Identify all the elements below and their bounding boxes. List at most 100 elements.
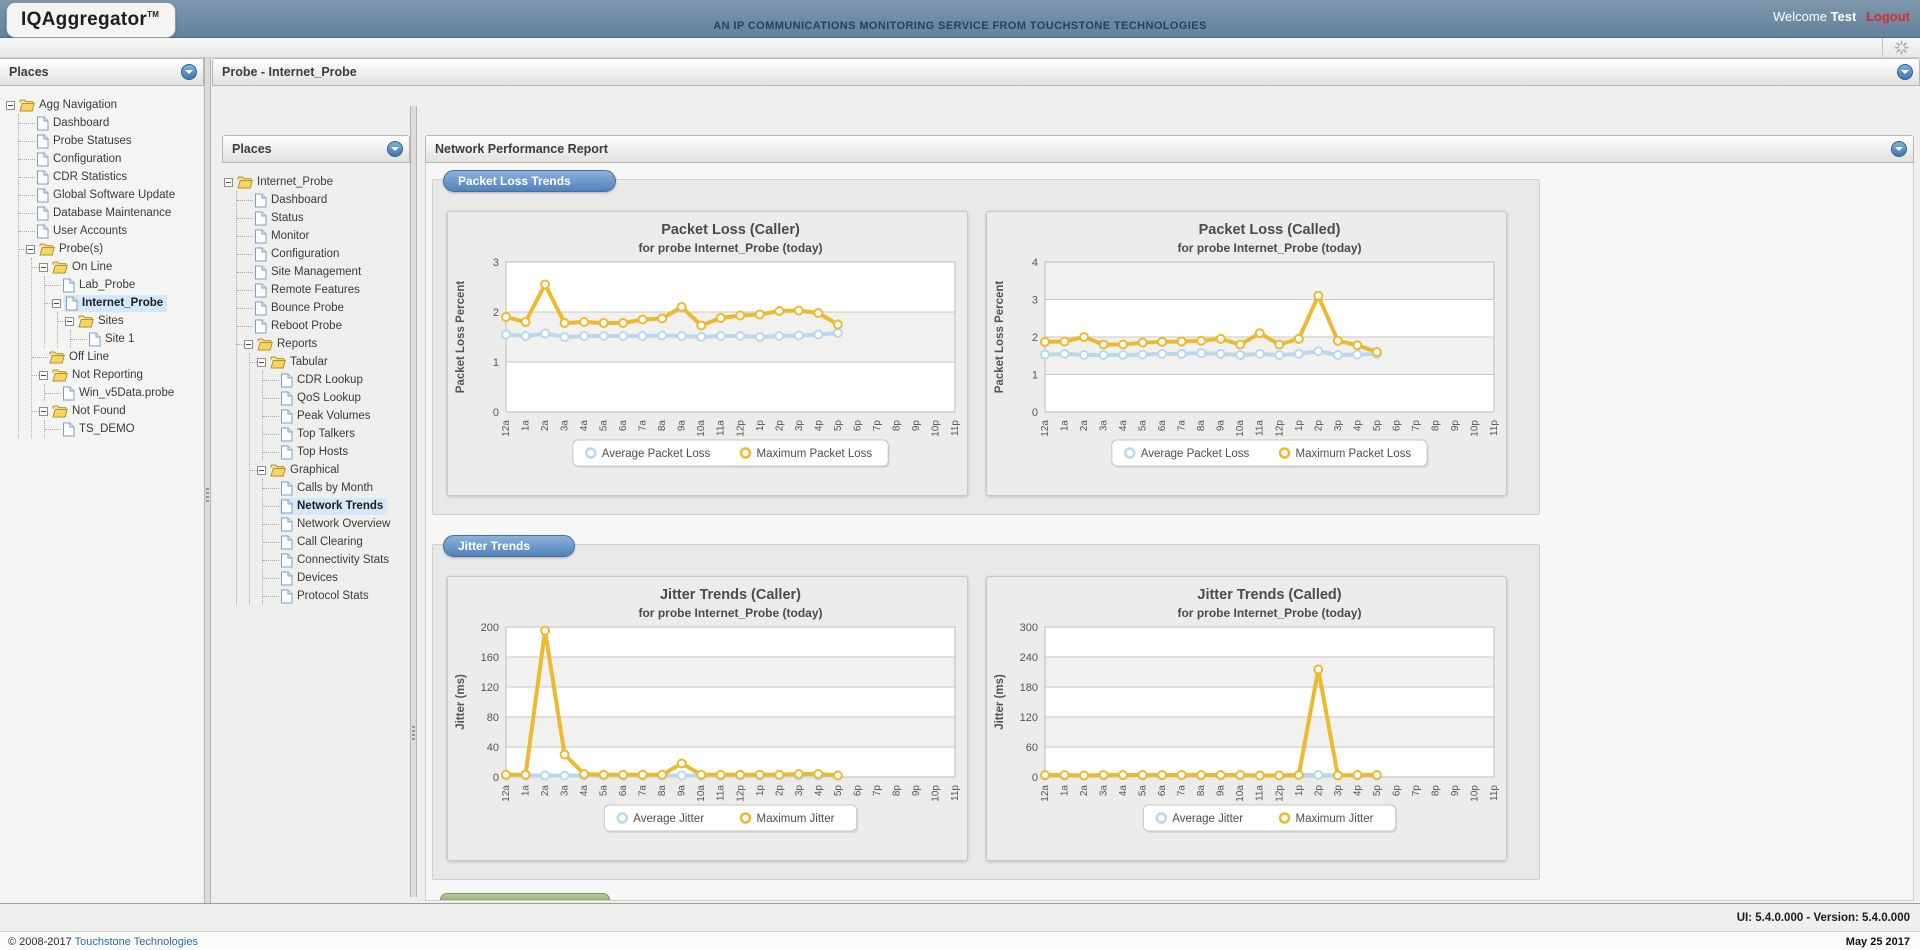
collapse-button[interactable]	[1891, 141, 1907, 157]
y-axis-label: Packet Loss Percent	[455, 281, 467, 394]
report-panel: Network Performance Report Packet Loss T…	[425, 135, 1914, 901]
tree-item-bounce-probe[interactable]: Bounce Probe	[237, 299, 408, 317]
tree-item-monitor[interactable]: Monitor	[237, 227, 408, 245]
tree-item-calls-by-month[interactable]: Calls by Month	[263, 479, 408, 497]
tree-item-network-overview[interactable]: Network Overview	[263, 515, 408, 533]
tree-connector	[237, 307, 253, 309]
tree-item-not-reporting[interactable]: Not Reporting	[32, 366, 202, 384]
tree-node: Not Reporting	[51, 368, 147, 383]
tree-item-devices[interactable]: Devices	[263, 569, 408, 587]
file-icon	[281, 445, 293, 459]
tree-expander-icon[interactable]	[257, 357, 266, 367]
tree-item-label: Protocol Stats	[297, 590, 369, 602]
tree-connector	[45, 284, 61, 286]
x-tick-label: 10p	[1469, 785, 1480, 802]
section-tab-packet-loss-trends[interactable]: Packet Loss Trends	[443, 170, 616, 192]
x-tick-label: 3p	[1333, 420, 1344, 432]
data-point	[1040, 770, 1050, 780]
tree-item-tabular[interactable]: Tabular	[250, 353, 408, 371]
tree-node: Probe Statuses	[35, 133, 136, 150]
tree-children: Win_v5Data.probe	[44, 384, 202, 402]
tree-item-call-clearing[interactable]: Call Clearing	[263, 533, 408, 551]
tree-expander-icon[interactable]	[39, 406, 48, 416]
data-point	[1059, 770, 1070, 780]
tree-expander-icon[interactable]	[65, 316, 74, 326]
tree-item-protocol-stats[interactable]: Protocol Stats	[263, 587, 408, 605]
tree-item-on-line[interactable]: On Line	[32, 258, 202, 276]
y-tick-label: 0	[1032, 772, 1038, 784]
data-point	[1196, 348, 1207, 359]
tree-item-reboot-probe[interactable]: Reboot Probe	[237, 317, 408, 335]
tree-item-dashboard[interactable]: Dashboard	[237, 191, 408, 209]
data-point	[501, 312, 511, 322]
tree-item-status[interactable]: Status	[237, 209, 408, 227]
date-text: May 25 2017	[1845, 935, 1910, 948]
tree-item-site-management[interactable]: Site Management	[237, 263, 408, 281]
tree-item-agg-navigation[interactable]: Agg Navigation	[6, 96, 202, 114]
logout-link[interactable]: Logout	[1865, 9, 1910, 24]
tree-item-connectivity-stats[interactable]: Connectivity Stats	[263, 551, 408, 569]
collapse-button[interactable]	[387, 141, 403, 157]
tree-item-internet-probe[interactable]: Internet_Probe	[224, 173, 408, 191]
tree-expander-icon[interactable]	[224, 177, 233, 187]
tree-item-probe-statuses[interactable]: Probe Statuses	[19, 132, 202, 150]
panel-splitter-inner[interactable]	[410, 106, 417, 897]
tree-item-lab-probe[interactable]: Lab_Probe	[45, 276, 202, 294]
tree-item-dashboard[interactable]: Dashboard	[19, 114, 202, 132]
panel-splitter-left[interactable]	[204, 58, 211, 903]
chart-card-packet-loss-called: Packet Loss (Called) for probe Internet_P…	[986, 211, 1507, 496]
data-point	[715, 769, 726, 780]
tree-item-peak-volumes[interactable]: Peak Volumes	[263, 407, 408, 425]
tree-node: Graphical	[269, 463, 343, 478]
tree-item-sites[interactable]: Sites	[58, 312, 202, 330]
tree-item-top-talkers[interactable]: Top Talkers	[263, 425, 408, 443]
data-point	[618, 769, 629, 780]
section-tab-jitter-trends[interactable]: Jitter Trends	[443, 535, 576, 557]
data-point	[637, 769, 648, 780]
data-point	[832, 319, 843, 330]
data-point	[1254, 348, 1265, 359]
tree-item-ts-demo[interactable]: TS_DEMO	[45, 420, 202, 438]
tree-item-configuration[interactable]: Configuration	[237, 245, 408, 263]
tree-item-off-line[interactable]: Off Line	[32, 348, 202, 366]
tree-item-remote-features[interactable]: Remote Features	[237, 281, 408, 299]
tree-item-network-trends[interactable]: Network Trends	[263, 497, 408, 515]
tree-item-cdr-lookup[interactable]: CDR Lookup	[263, 371, 408, 389]
tree-item-configuration[interactable]: Configuration	[19, 150, 202, 168]
tree-expander-icon[interactable]	[257, 465, 266, 475]
x-tick-label: 2p	[1313, 785, 1324, 797]
tree-item-label: Connectivity Stats	[297, 554, 390, 566]
tree-item-internet-probe[interactable]: Internet_Probe	[45, 294, 202, 312]
data-point	[1332, 350, 1343, 360]
tree-item-win-v5data-probe[interactable]: Win_v5Data.probe	[45, 384, 202, 402]
tree-connector	[250, 469, 257, 471]
tree-item-label: Not Found	[72, 405, 126, 417]
tree-expander-icon[interactable]	[52, 298, 61, 308]
tree-expander-icon[interactable]	[39, 262, 48, 272]
tree-item-site-1[interactable]: Site 1	[71, 330, 202, 348]
x-tick-label: 8p	[891, 785, 902, 797]
tree-item-cdr-statistics[interactable]: CDR Statistics	[19, 168, 202, 186]
tree-item-top-hosts[interactable]: Top Hosts	[263, 443, 408, 461]
tree-item-qos-lookup[interactable]: QoS Lookup	[263, 389, 408, 407]
tree-item-probe-s[interactable]: Probe(s)	[19, 240, 202, 258]
tree-item-reports[interactable]: Reports	[237, 335, 408, 353]
tree-expander-icon[interactable]	[6, 100, 15, 110]
tree-children: Calls by Month Network Trends Network Over…	[262, 479, 408, 605]
tree-item-global-software-update[interactable]: Global Software Update	[19, 186, 202, 204]
x-tick-label: 1p	[755, 785, 766, 797]
tree-item-database-maintenance[interactable]: Database Maintenance	[19, 204, 202, 222]
collapse-button[interactable]	[181, 64, 197, 80]
tree-item-graphical[interactable]: Graphical	[250, 461, 408, 479]
tree-item-not-found[interactable]: Not Found	[32, 402, 202, 420]
collapse-button[interactable]	[1897, 64, 1913, 80]
tree-expander-icon[interactable]	[26, 244, 35, 254]
data-point	[1332, 770, 1343, 781]
tree-item-user-accounts[interactable]: User Accounts	[19, 222, 202, 240]
plot-band	[506, 687, 955, 717]
tree-expander-icon[interactable]	[39, 370, 48, 380]
tree-item-label: Graphical	[290, 464, 340, 476]
x-tick-label: 1a	[1060, 420, 1071, 432]
tree-expander-icon[interactable]	[244, 339, 253, 349]
company-link[interactable]: Touchstone Technologies	[74, 935, 198, 948]
